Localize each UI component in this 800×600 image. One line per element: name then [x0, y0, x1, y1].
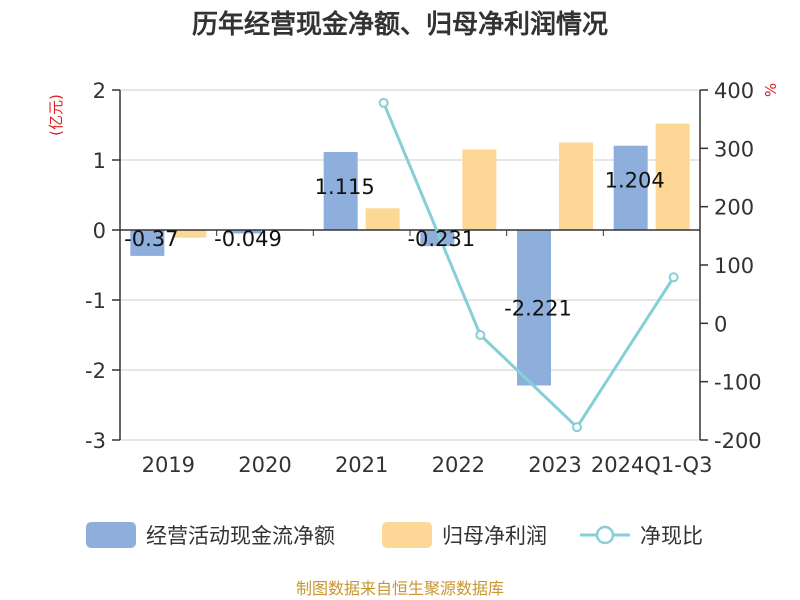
chart-title: 历年经营现金净额、归母净利润情况	[192, 9, 608, 40]
tick-labels: 2 1 0 -1 -2 -3 400 300 200 100 0 -100 -200 2019 2020 20…	[85, 79, 762, 477]
axes	[112, 89, 708, 441]
legend-label-ratio: 净现比	[640, 524, 703, 548]
right-tick-label: 200	[714, 196, 754, 220]
cashflow-bar	[323, 151, 358, 230]
data-labels: -0.37 -0.049 1.115 -0.231 -2.221 1.204	[124, 169, 665, 321]
ratio-point	[378, 97, 389, 108]
category-label: 2024Q1-Q3	[591, 453, 713, 477]
profit-bar	[655, 123, 690, 230]
cashflow-data-label: -2.221	[504, 297, 572, 321]
profit-bar	[365, 208, 400, 230]
category-label: 2022	[432, 453, 485, 477]
left-tick-label: -2	[85, 359, 106, 383]
legend-label-profit: 归母净利润	[442, 524, 547, 548]
ratio-point	[668, 272, 679, 283]
category-label: 2020	[238, 453, 291, 477]
right-tick-label: -200	[714, 429, 762, 453]
left-tick-label: 1	[93, 149, 106, 173]
legend: 经营活动现金流净额 归母净利润 净现比	[86, 522, 703, 548]
ratio-line-series	[378, 97, 679, 433]
legend-swatch-profit	[382, 522, 432, 548]
profit-bar	[462, 149, 497, 230]
right-tick-label: 300	[714, 137, 754, 161]
right-tick-label: 100	[714, 254, 754, 278]
cashflow-data-label: 1.204	[605, 169, 665, 193]
right-tick-label: 400	[714, 79, 754, 103]
legend-marker-ratio	[595, 525, 615, 545]
category-label: 2023	[528, 453, 581, 477]
left-tick-label: 0	[93, 219, 106, 243]
cashflow-data-label: -0.37	[124, 227, 178, 251]
ratio-point	[475, 330, 486, 340]
ratio-line	[382, 102, 675, 430]
right-tick-label: -100	[714, 371, 762, 395]
cashflow-data-label: -0.231	[407, 227, 475, 251]
legend-label-cashflow: 经营活动现金流净额	[146, 524, 335, 548]
left-tick-label: -3	[85, 429, 106, 453]
right-tick-label: 0	[714, 312, 727, 336]
right-axis-unit: %	[762, 83, 780, 97]
grid	[120, 89, 700, 441]
data-source: 制图数据来自恒生聚源数据库	[296, 579, 504, 598]
category-label: 2021	[335, 453, 388, 477]
cashflow-bar	[420, 230, 455, 247]
cashflow-data-label: -0.049	[214, 227, 282, 251]
cashflow-bar	[517, 230, 551, 386]
left-tick-label: -1	[85, 289, 106, 313]
left-axis-unit: (亿元)	[47, 94, 65, 136]
bars	[130, 123, 690, 386]
category-label: 2019	[142, 453, 195, 477]
profit-bar	[559, 142, 593, 230]
left-tick-label: 2	[93, 79, 106, 103]
cashflow-bar	[227, 230, 261, 234]
cashflow-bar	[613, 145, 648, 230]
ratio-point	[572, 422, 582, 433]
cashflow-data-label: 1.115	[315, 175, 375, 199]
cashflow-bar	[130, 230, 165, 256]
profit-bar	[172, 230, 207, 238]
legend-swatch-cashflow	[86, 522, 136, 548]
